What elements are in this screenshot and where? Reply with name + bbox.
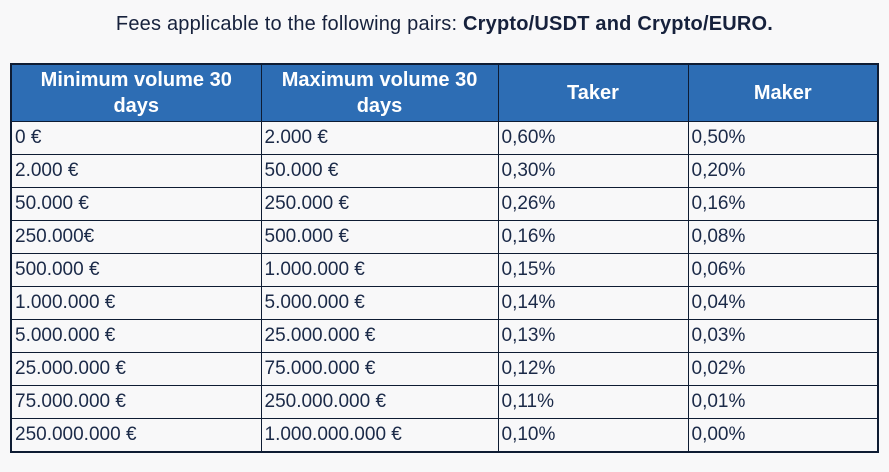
table-cell: 5.000.000 € (10, 319, 262, 353)
table-cell: 250.000€ (10, 220, 262, 254)
table-cell: 0,00% (687, 418, 879, 453)
fees-table-body: 0 €2.000 €0,60% 0,50% 2.000 €50.000 €0,30%… (10, 121, 879, 453)
table-cell: 25.000.000 € (10, 352, 262, 386)
table-row: 500.000 €1.000.000 €0,15% 0,06% (10, 253, 879, 287)
table-cell: 50.000 € (260, 154, 499, 188)
table-cell: 0,13% (497, 319, 689, 353)
table-row: 250.000.000 €1.000.000.000 €0,10% 0,00% (10, 418, 879, 453)
table-cell: 0,20% (687, 154, 879, 188)
table-cell: 250.000.000 € (10, 418, 262, 453)
table-row: 5.000.000 €25.000.000 €0,13% 0,03% (10, 319, 879, 353)
table-cell: 1.000.000 € (10, 286, 262, 320)
title-pairs-bold: Crypto/USDT and Crypto/EURO. (463, 12, 774, 35)
table-row: 75.000.000 €250.000.000 €0,11% 0,01% (10, 385, 879, 419)
table-cell: 50.000 € (10, 187, 262, 221)
table-cell: 500.000 € (260, 220, 499, 254)
table-cell: 0,08% (687, 220, 879, 254)
table-cell: 5.000.000 € (260, 286, 499, 320)
table-row: 1.000.000 €5.000.000 €0,14% 0,04% (10, 286, 879, 320)
table-cell: 0,16% (497, 220, 689, 254)
table-cell: 0,50% (687, 121, 879, 155)
table-cell: 0,02% (687, 352, 879, 386)
table-cell: 2.000 € (10, 154, 262, 188)
table-cell: 2.000 € (260, 121, 499, 155)
col-header-maker: Maker (687, 63, 879, 122)
table-cell: 0,04% (687, 286, 879, 320)
table-row: 250.000€ 500.000 €0,16% 0,08% (10, 220, 879, 254)
table-cell: 25.000.000 € (260, 319, 499, 353)
table-row: 0 €2.000 €0,60% 0,50% (10, 121, 879, 155)
table-row: 50.000 €250.000 €0,26% 0,16% (10, 187, 879, 221)
table-cell: 500.000 € (10, 253, 262, 287)
title-prefix: Fees applicable to the following pairs: (115, 12, 464, 35)
fees-table: Minimum volume 30 days Maximum volume 30… (10, 63, 879, 453)
table-cell: 0,10% (497, 418, 689, 453)
table-cell: 75.000.000 € (260, 352, 499, 386)
table-cell: 0,14% (497, 286, 689, 320)
table-cell: 250.000 € (260, 187, 499, 221)
header-row: Minimum volume 30 days Maximum volume 30… (10, 63, 879, 122)
col-header-minimum-volume: Minimum volume 30 days (10, 63, 262, 122)
table-cell: 1.000.000.000 € (260, 418, 499, 453)
table-cell: 0,01% (687, 385, 879, 419)
table-cell: 1.000.000 € (260, 253, 499, 287)
table-cell: 0,11% (497, 385, 689, 419)
page-title: Fees applicable to the following pairs: … (0, 0, 889, 48)
table-cell: 0,16% (687, 187, 879, 221)
col-header-taker: Taker (497, 63, 689, 122)
table-cell: 0,12% (497, 352, 689, 386)
table-cell: 0,03% (687, 319, 879, 353)
table-row: 2.000 €50.000 €0,30% 0,20% (10, 154, 879, 188)
table-row: 25.000.000 €75.000.000 €0,12% 0,02% (10, 352, 879, 386)
col-header-maximum-volume: Maximum volume 30 days (260, 63, 499, 122)
table-cell: 0,30% (497, 154, 689, 188)
table-cell: 0,06% (687, 253, 879, 287)
table-cell: 75.000.000 € (10, 385, 262, 419)
table-cell: 0,15% (497, 253, 689, 287)
table-cell: 0,26% (497, 187, 689, 221)
table-cell: 250.000.000 € (260, 385, 499, 419)
table-cell: 0 € (10, 121, 262, 155)
table-cell: 0,60% (497, 121, 689, 155)
